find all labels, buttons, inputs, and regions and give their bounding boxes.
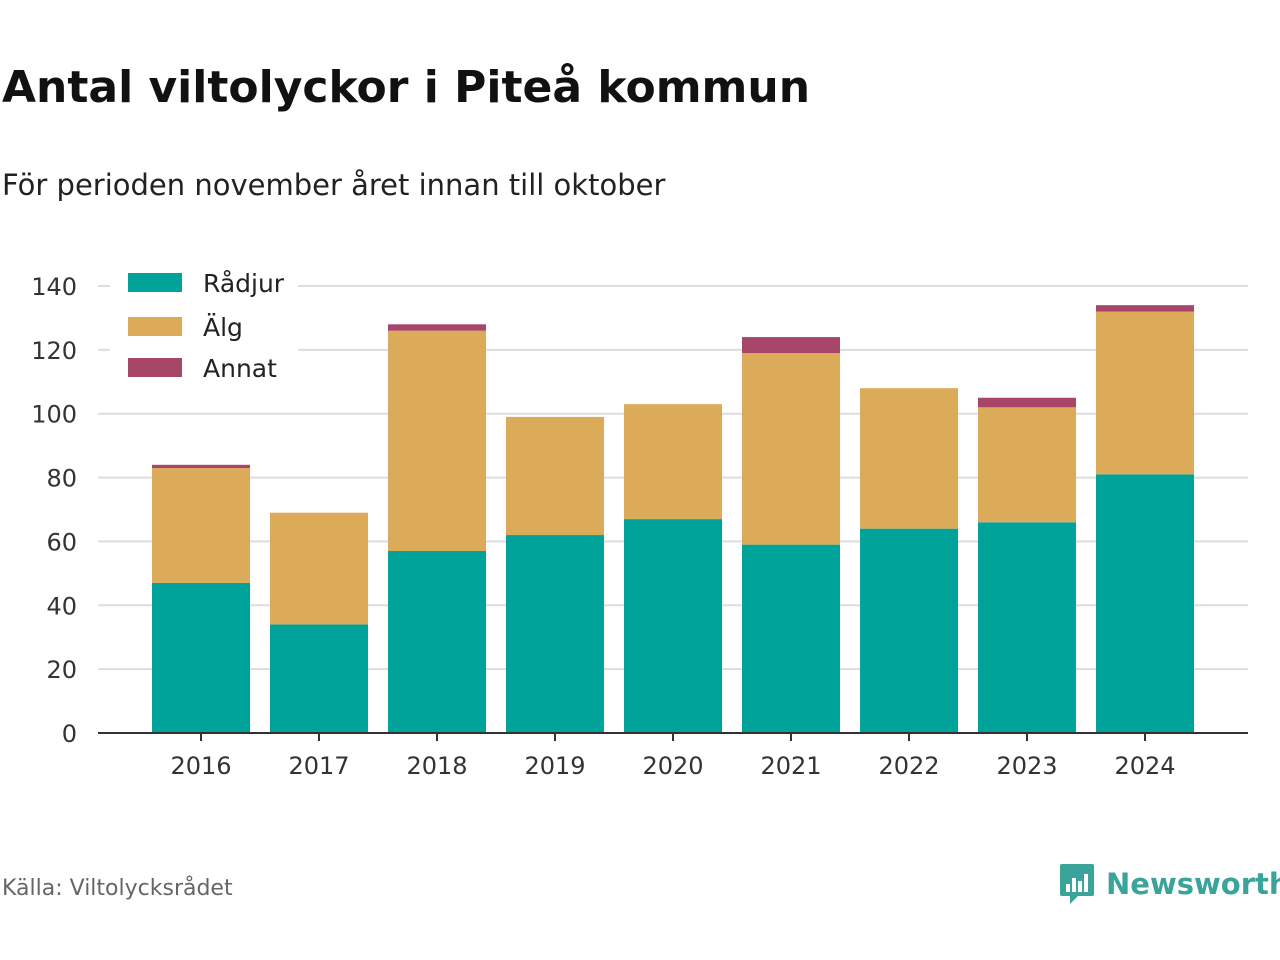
bar-segment — [978, 522, 1076, 733]
x-tick-label: 2020 — [642, 752, 703, 780]
newsworthy-logo-icon — [1060, 864, 1094, 904]
bar-segment — [388, 324, 486, 331]
bar-segment — [506, 416, 604, 536]
bar-segment — [742, 337, 840, 354]
bar-segment — [270, 512, 368, 625]
y-tick-label: 80 — [46, 465, 77, 493]
bar-segment — [506, 535, 604, 733]
legend-label: Annat — [203, 354, 277, 383]
y-tick-label: 20 — [46, 656, 77, 684]
legend-swatch — [128, 317, 182, 336]
bar-segment — [152, 582, 250, 733]
legend-swatch — [128, 358, 182, 377]
x-tick-label: 2023 — [996, 752, 1057, 780]
legend-label: Älg — [203, 313, 243, 342]
bar-segment — [860, 388, 958, 529]
x-tick-label: 2018 — [406, 752, 467, 780]
y-tick-label: 100 — [31, 401, 77, 429]
y-tick-label: 40 — [46, 592, 77, 620]
y-tick-label: 60 — [46, 528, 77, 556]
legend-label: Rådjur — [203, 269, 285, 298]
source-note: Källa: Viltolycksrådet — [2, 876, 233, 901]
bar-segment — [270, 624, 368, 733]
bar-segment — [624, 404, 722, 520]
x-tick-label: 2022 — [878, 752, 939, 780]
x-tick-label: 2016 — [170, 752, 231, 780]
y-tick-label: 120 — [31, 337, 77, 365]
bar-segment — [1096, 474, 1194, 733]
bar-segment — [152, 467, 250, 583]
x-tick-label: 2021 — [760, 752, 821, 780]
x-tick-label: 2024 — [1114, 752, 1175, 780]
y-tick-label: 0 — [62, 720, 77, 748]
bar-segment — [1096, 311, 1194, 475]
legend: Rådjur Älg Annat — [110, 262, 298, 390]
axes: 0 20 40 60 80 100 120 140 2016 2017 2018 2019 2020 20… — [31, 273, 1248, 780]
x-tick-label: 2019 — [524, 752, 585, 780]
brand-logo: Newsworthy — [1058, 862, 1280, 906]
chart-subtitle: För perioden november året innan till ok… — [2, 168, 666, 202]
bars — [152, 305, 1194, 733]
bar-segment — [624, 519, 722, 733]
bar-segment — [978, 397, 1076, 408]
bar-segment — [742, 544, 840, 733]
bar-segment — [978, 407, 1076, 523]
bar-segment — [388, 551, 486, 733]
x-tick-label: 2017 — [288, 752, 349, 780]
chart-title: Antal viltolyckor i Piteå kommun — [2, 62, 811, 113]
y-tick-label: 140 — [31, 273, 77, 301]
bar-segment — [860, 528, 958, 733]
bar-segment — [1096, 305, 1194, 312]
brand-name: Newsworthy — [1106, 867, 1280, 901]
bar-segment — [388, 330, 486, 552]
legend-swatch — [128, 273, 182, 292]
bar-segment — [152, 464, 250, 468]
bar-segment — [742, 353, 840, 545]
